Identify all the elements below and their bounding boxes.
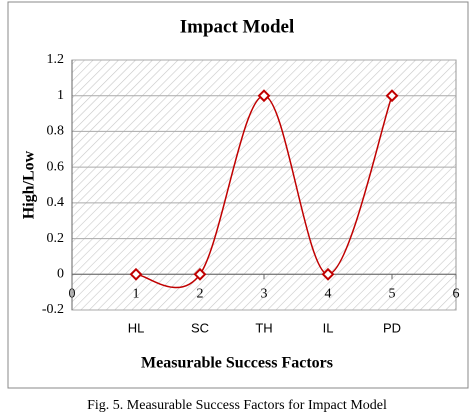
y-tick-label: 0.6 xyxy=(47,159,65,174)
x-axis-label: Measurable Success Factors xyxy=(141,355,333,372)
x-tick-label: 0 xyxy=(69,287,76,302)
category-label: SC xyxy=(191,320,209,335)
x-tick-label: 3 xyxy=(261,287,268,302)
x-tick-label: 2 xyxy=(197,287,204,302)
series-line xyxy=(135,94,393,289)
point-marker xyxy=(385,89,399,103)
caption: Fig. 5. Measurable Success Factors for I… xyxy=(87,398,387,413)
x-tick-label: 1 xyxy=(133,287,140,302)
x-tick-label: 6 xyxy=(453,287,460,302)
y-tick-label: 0 xyxy=(57,267,64,282)
chart-title: Impact Model xyxy=(180,16,295,37)
category-label: HL xyxy=(128,320,145,335)
y-tick-label: 1.2 xyxy=(47,52,65,67)
point-marker xyxy=(129,267,143,281)
point-marker xyxy=(321,267,335,281)
y-axis-label: High/Low xyxy=(21,150,38,219)
y-tick-label: 0.2 xyxy=(47,231,65,246)
x-tick-label: 4 xyxy=(325,287,332,302)
y-tick-label: 0.8 xyxy=(47,124,65,139)
point-marker xyxy=(193,267,207,281)
category-label: TH xyxy=(255,320,272,335)
x-tick-label: 5 xyxy=(389,287,396,302)
category-label: PD xyxy=(383,320,401,335)
point-marker xyxy=(257,89,271,103)
y-tick-label: 0.4 xyxy=(47,195,65,210)
y-tick-label: 1 xyxy=(57,88,64,103)
y-tick-label: -0.2 xyxy=(42,302,64,317)
category-label: IL xyxy=(323,320,334,335)
